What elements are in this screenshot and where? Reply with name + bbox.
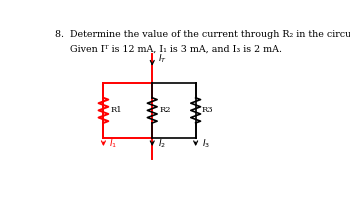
Text: R3: R3	[202, 106, 213, 114]
Text: $I_T$: $I_T$	[158, 53, 167, 65]
Text: Given Iᵀ is 12 mA, I₁ is 3 mA, and I₃ is 2 mA.: Given Iᵀ is 12 mA, I₁ is 3 mA, and I₃ is…	[55, 44, 282, 53]
Text: R2: R2	[159, 106, 170, 114]
Text: $I_3$: $I_3$	[202, 138, 210, 150]
Text: $I_1$: $I_1$	[110, 138, 118, 150]
Text: R1: R1	[111, 106, 122, 114]
Text: 8.  Determine the value of the current through R₂ in the circuit shown.: 8. Determine the value of the current th…	[55, 30, 350, 39]
Text: $I_2$: $I_2$	[158, 138, 166, 150]
